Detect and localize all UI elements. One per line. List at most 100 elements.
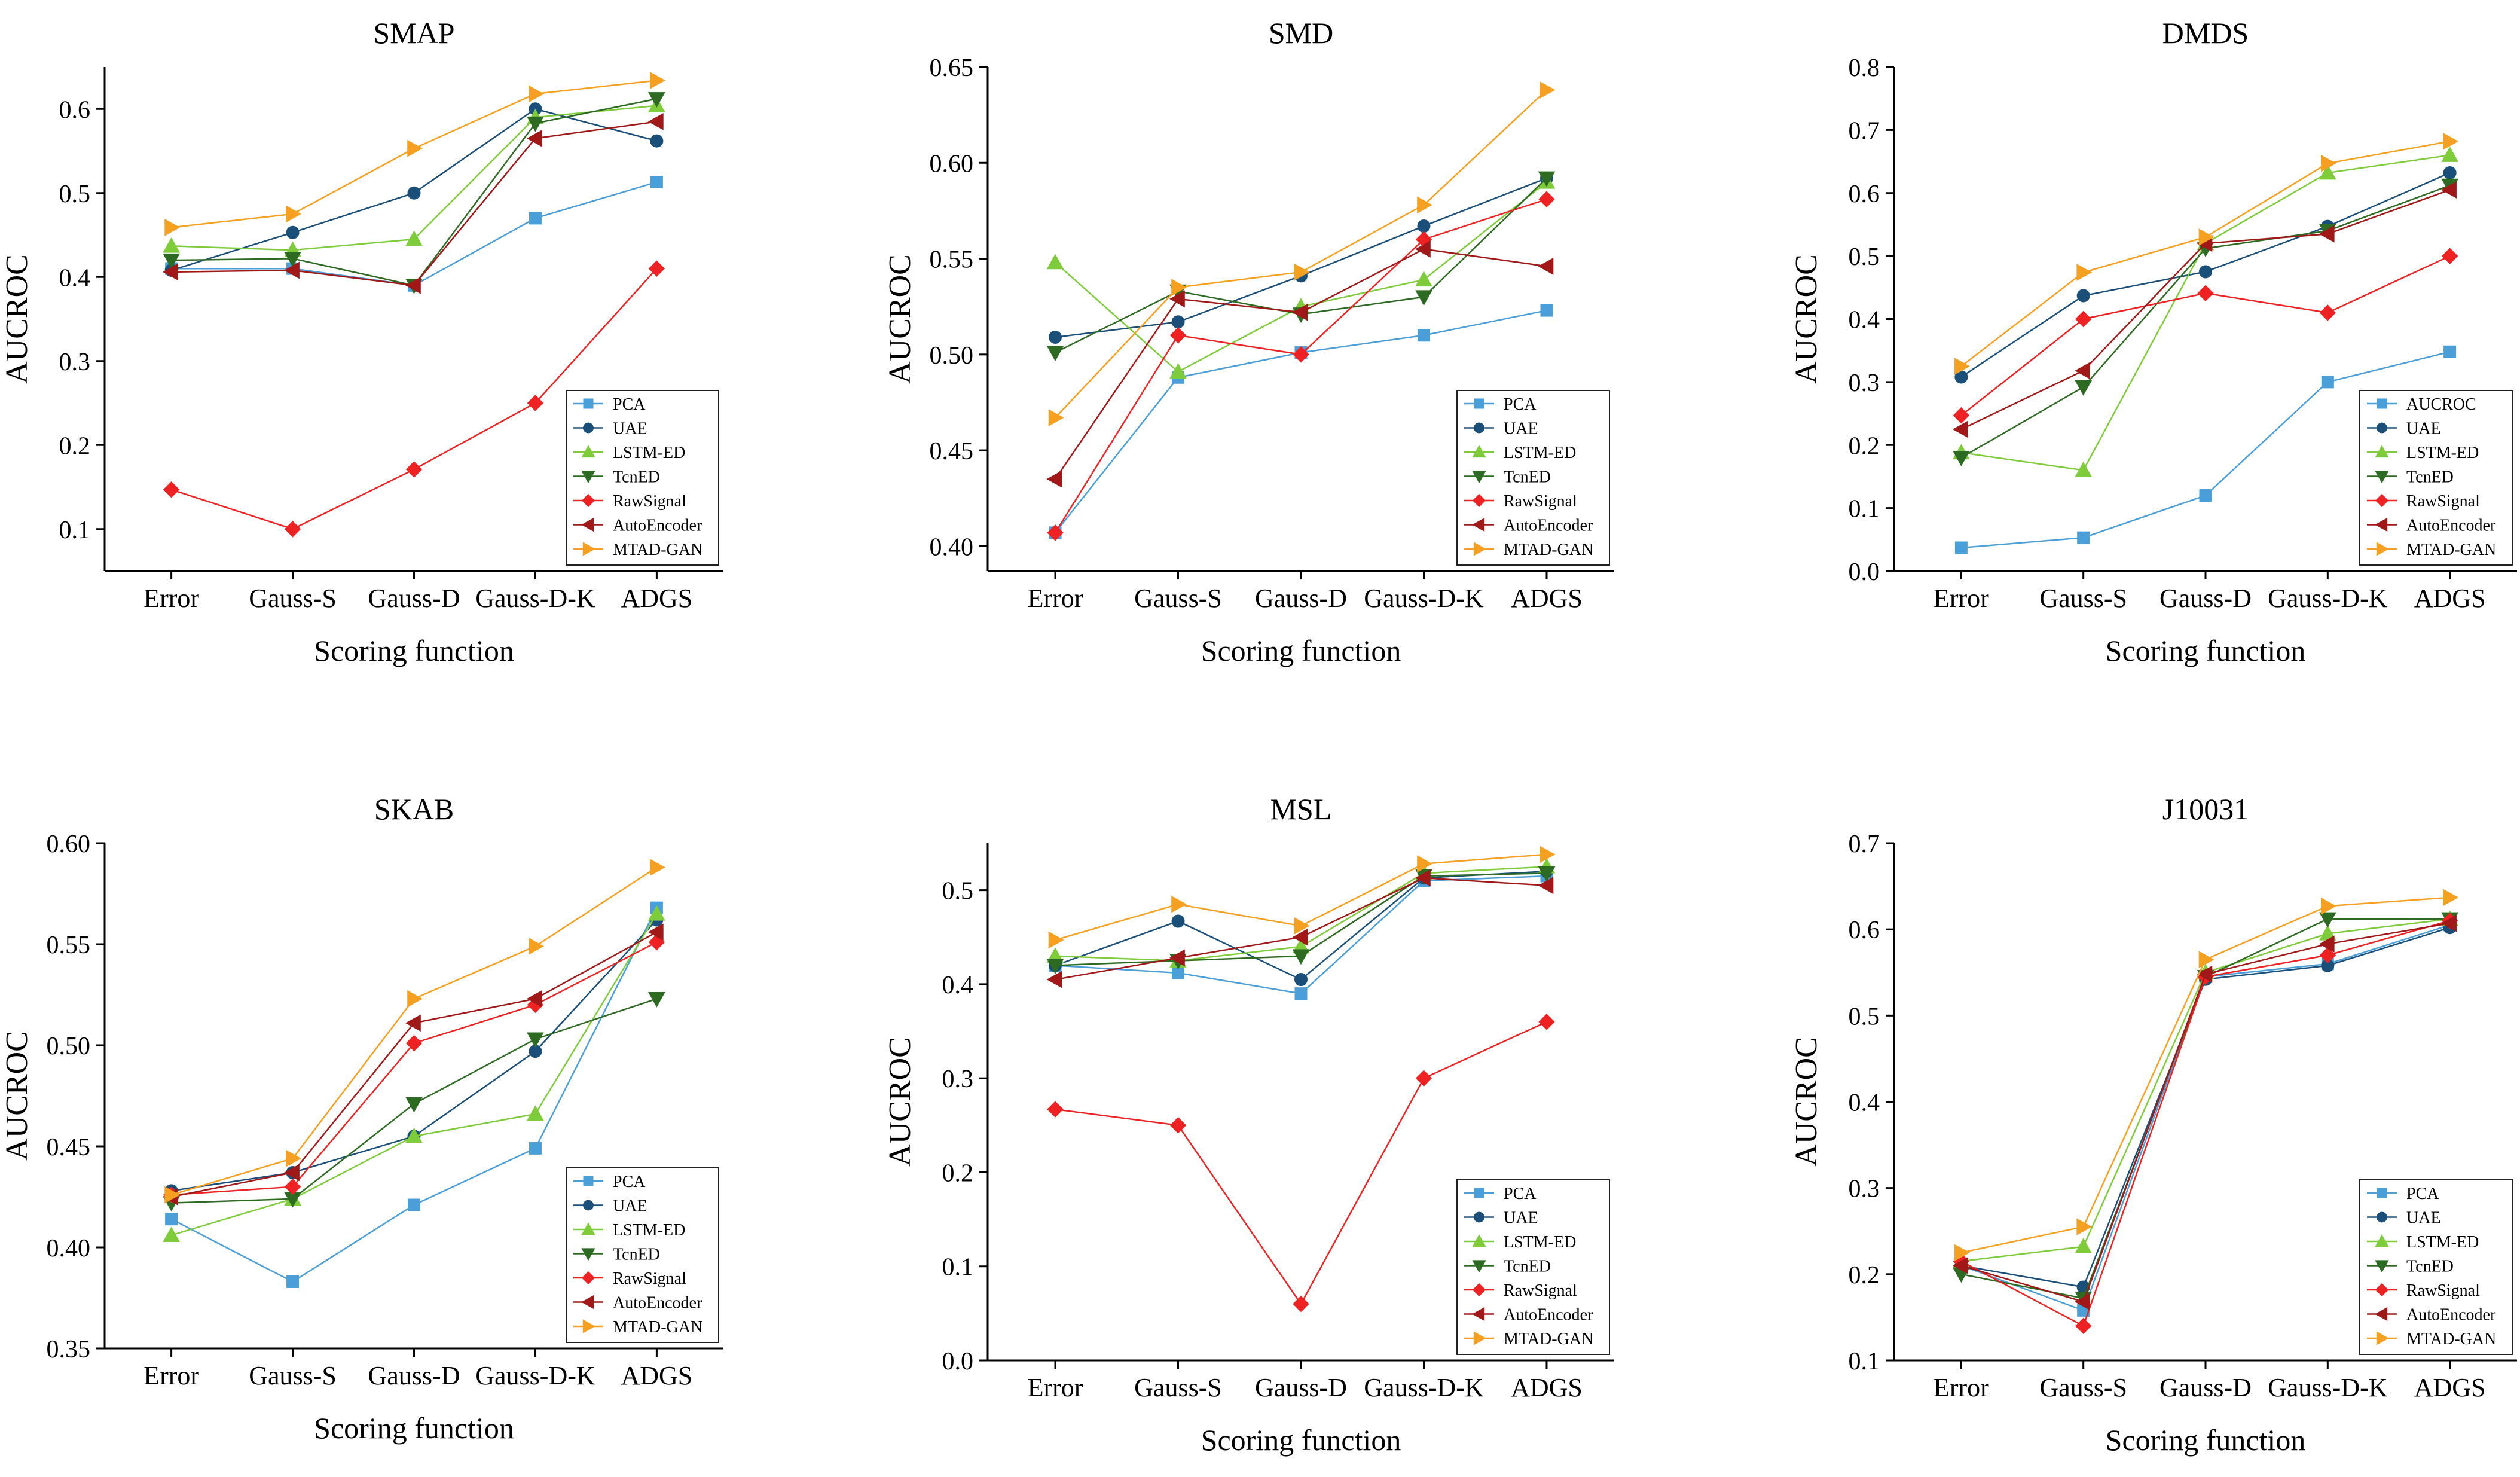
data-point bbox=[165, 1213, 178, 1226]
data-point bbox=[1169, 327, 1187, 344]
data-point bbox=[648, 991, 665, 1008]
legend-box bbox=[566, 390, 719, 566]
series-mtad-gan bbox=[1954, 889, 2459, 1262]
x-tick-label: Gauss-D bbox=[2159, 1373, 2252, 1402]
series-mtad-gan bbox=[1048, 846, 1556, 949]
legend-marker bbox=[2377, 422, 2387, 434]
legend-label: PCA bbox=[613, 395, 646, 414]
data-point bbox=[1171, 895, 1187, 913]
legend-label: AutoEncoder bbox=[2406, 1306, 2496, 1325]
data-point bbox=[1171, 914, 1185, 928]
y-tick-label: 0.2 bbox=[59, 432, 91, 460]
data-point bbox=[163, 1226, 180, 1243]
legend-label: AutoEncoder bbox=[1504, 1306, 1593, 1325]
data-point bbox=[650, 134, 664, 148]
data-point bbox=[650, 72, 665, 89]
data-point bbox=[1294, 973, 1308, 987]
legend-marker bbox=[1472, 1260, 1486, 1273]
y-tick-label: 0.60 bbox=[47, 831, 91, 858]
data-point bbox=[405, 1097, 423, 1113]
data-point bbox=[2075, 1238, 2093, 1253]
legend-label: MTAD-GAN bbox=[613, 541, 702, 559]
series-rawsignal bbox=[163, 260, 665, 538]
data-point bbox=[529, 85, 544, 103]
data-point bbox=[408, 1198, 420, 1211]
data-point bbox=[2443, 166, 2457, 180]
data-point bbox=[286, 205, 302, 223]
data-point bbox=[529, 212, 542, 225]
x-tick-label: Gauss-D bbox=[2159, 584, 2252, 613]
series-tcned bbox=[1046, 171, 1556, 362]
data-point bbox=[1046, 971, 1062, 988]
series-mtad-gan bbox=[1048, 81, 1556, 426]
data-point bbox=[1540, 304, 1553, 317]
data-point bbox=[1415, 271, 1432, 287]
y-axis-label: AUCROC bbox=[883, 1037, 917, 1167]
series-tcned bbox=[163, 991, 665, 1212]
y-tick-label: 0.7 bbox=[1849, 831, 1880, 858]
y-tick-label: 0.5 bbox=[1849, 243, 1880, 271]
data-point bbox=[2319, 304, 2336, 321]
data-point bbox=[407, 990, 423, 1008]
data-point bbox=[405, 230, 423, 246]
legend-label: MTAD-GAN bbox=[2406, 541, 2496, 559]
legend-label: TcnED bbox=[2406, 1258, 2454, 1276]
data-point bbox=[286, 1275, 300, 1288]
legend-marker bbox=[583, 398, 594, 409]
series-line bbox=[171, 105, 657, 251]
data-point bbox=[650, 859, 665, 876]
series-rawsignal bbox=[163, 933, 665, 1203]
y-tick-label: 0.0 bbox=[1849, 559, 1880, 586]
series-mtad-gan bbox=[164, 859, 665, 1204]
data-point bbox=[407, 186, 421, 200]
data-point bbox=[1415, 240, 1431, 258]
legend-label: AUCROC bbox=[2406, 395, 2476, 414]
data-point bbox=[2198, 951, 2214, 968]
data-point bbox=[405, 1127, 423, 1143]
data-point bbox=[527, 1032, 544, 1048]
y-tick-label: 0.50 bbox=[930, 342, 974, 370]
series-line bbox=[171, 866, 658, 1196]
data-point bbox=[1538, 171, 1556, 187]
legend-label: UAE bbox=[2406, 420, 2441, 438]
legend-marker bbox=[1472, 1307, 1485, 1322]
data-point bbox=[2441, 914, 2457, 932]
x-tick-label: Gauss-D-K bbox=[475, 1361, 595, 1390]
legend-box bbox=[566, 1167, 719, 1343]
data-point bbox=[2075, 380, 2093, 396]
x-tick-label: ADGS bbox=[1511, 584, 1583, 613]
series-rawsignal bbox=[1953, 248, 2458, 424]
data-point bbox=[164, 1186, 181, 1204]
x-tick-label: Gauss-D bbox=[368, 1361, 460, 1390]
x-tick-label: ADGS bbox=[2414, 584, 2486, 613]
x-tick-label: ADGS bbox=[621, 1361, 692, 1390]
legend-label: AutoEncoder bbox=[1504, 517, 1593, 535]
data-point bbox=[1417, 329, 1430, 342]
data-point bbox=[1538, 866, 1556, 882]
legend-marker bbox=[2375, 471, 2389, 484]
legend-label: RawSignal bbox=[1504, 1281, 1577, 1300]
y-tick-label: 0.4 bbox=[1849, 1090, 1880, 1117]
chart-title: SMD bbox=[1269, 16, 1333, 50]
x-axis-label: Scoring function bbox=[1201, 1423, 1401, 1457]
data-point bbox=[284, 521, 301, 538]
legend-label: MTAD-GAN bbox=[1504, 1330, 1593, 1348]
data-point bbox=[405, 1014, 421, 1032]
data-point bbox=[1954, 358, 1970, 375]
y-tick-label: 0.40 bbox=[47, 1235, 91, 1262]
data-point bbox=[2197, 965, 2213, 983]
legend-marker bbox=[2375, 1283, 2389, 1297]
x-axis-label: Scoring function bbox=[2106, 634, 2306, 667]
x-tick-label: Error bbox=[1028, 584, 1083, 613]
legend-label: RawSignal bbox=[1504, 492, 1577, 511]
legend-marker bbox=[1473, 542, 1486, 556]
data-point bbox=[647, 112, 664, 130]
legend: PCA UAE LSTM-ED TcnED RawSignal AutoEncoder MT… bbox=[2359, 1179, 2513, 1355]
x-tick-label: Gauss-S bbox=[2039, 584, 2127, 613]
data-point bbox=[407, 139, 423, 157]
chart-msl: MSL 0.0 0.1 0.2 0.3 0.4 0.5 Error Gauss-S Gauss-D… bbox=[883, 792, 1614, 1457]
data-point bbox=[526, 130, 542, 147]
data-point bbox=[405, 461, 423, 478]
legend-marker bbox=[2375, 493, 2389, 508]
data-point bbox=[1293, 1295, 1309, 1313]
